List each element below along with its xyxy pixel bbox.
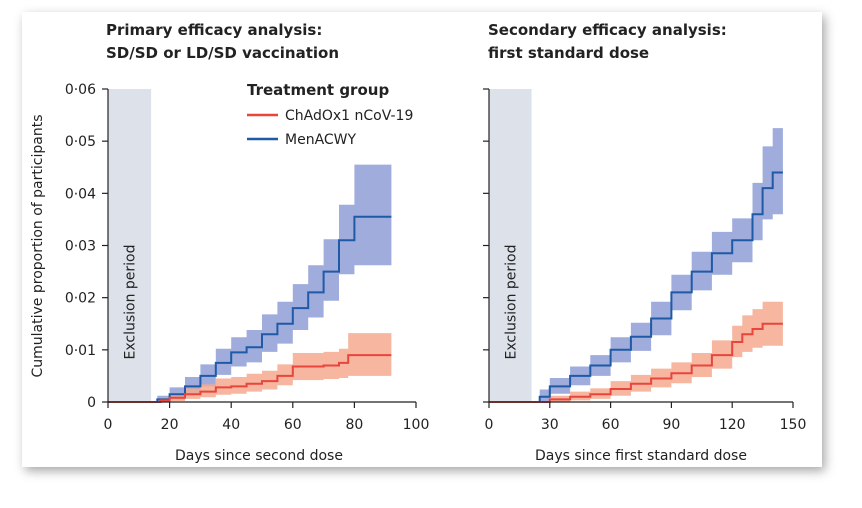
x-tick-label: 120 — [719, 417, 746, 433]
y-tick-label: 0·03 — [65, 239, 96, 255]
menacwy-line — [489, 171, 783, 403]
menacwy-ci-band — [489, 128, 783, 402]
y-tick-label: 0·01 — [65, 343, 96, 359]
x-tick-label: 60 — [284, 417, 302, 433]
y-axis-label: Cumulative proportion of participants — [30, 115, 46, 378]
x-tick-label: 20 — [161, 417, 179, 433]
y-tick-label: 0·04 — [65, 186, 96, 202]
exclusion-period-band — [489, 89, 532, 402]
x-tick-label: 150 — [780, 417, 807, 433]
plot-area: Exclusion period 0 30 60 90 120 150 — [483, 88, 807, 433]
exclusion-period-label: Exclusion period — [503, 244, 519, 359]
legend: Treatment group ChAdOx1 nCoV-19 MenACWY — [247, 81, 413, 148]
menacwy-ci-band — [108, 164, 392, 402]
panel-subtitle: SD/SD or LD/SD vaccination — [106, 44, 339, 62]
plot-area: Exclusion period 0 20 40 60 80 100 0 0·01 0·02 0·0… — [65, 82, 430, 433]
primary-efficacy-panel: Primary efficacy analysis: SD/SD or LD/S… — [30, 21, 429, 464]
legend-label-menacwy: MenACWY — [285, 132, 357, 148]
x-tick-label: 0 — [104, 417, 113, 433]
x-tick-label: 0 — [485, 417, 494, 433]
x-tick-label: 90 — [662, 417, 680, 433]
figure-frame — [22, 12, 822, 467]
legend-title: Treatment group — [247, 81, 389, 99]
chadox1-ci-band — [489, 301, 783, 402]
panel-title: Secondary efficacy analysis: — [488, 21, 727, 39]
x-tick-label: 40 — [222, 417, 240, 433]
legend-label-chadox1: ChAdOx1 nCoV-19 — [285, 108, 413, 124]
x-tick-label: 80 — [345, 417, 363, 433]
y-tick-label: 0 — [87, 395, 96, 411]
y-tick-label: 0·06 — [65, 82, 96, 98]
chadox1-line — [108, 354, 392, 403]
x-tick-label: 100 — [403, 417, 430, 433]
panel-title: Primary efficacy analysis: — [106, 21, 322, 39]
x-tick-label: 60 — [602, 417, 620, 433]
panel-subtitle: first standard dose — [488, 44, 649, 62]
menacwy-line — [108, 215, 392, 403]
exclusion-period-label: Exclusion period — [123, 244, 139, 359]
secondary-efficacy-panel: Secondary efficacy analysis: first stand… — [483, 21, 806, 464]
y-tick-label: 0·02 — [65, 291, 96, 307]
chadox1-line — [489, 322, 783, 403]
x-axis-label: Days since first standard dose — [535, 448, 747, 464]
chadox1-ci-band — [108, 333, 392, 402]
exclusion-period-band — [108, 89, 152, 402]
x-axis-label: Days since second dose — [175, 448, 343, 464]
y-tick-label: 0·05 — [65, 134, 96, 150]
x-tick-label: 30 — [541, 417, 559, 433]
